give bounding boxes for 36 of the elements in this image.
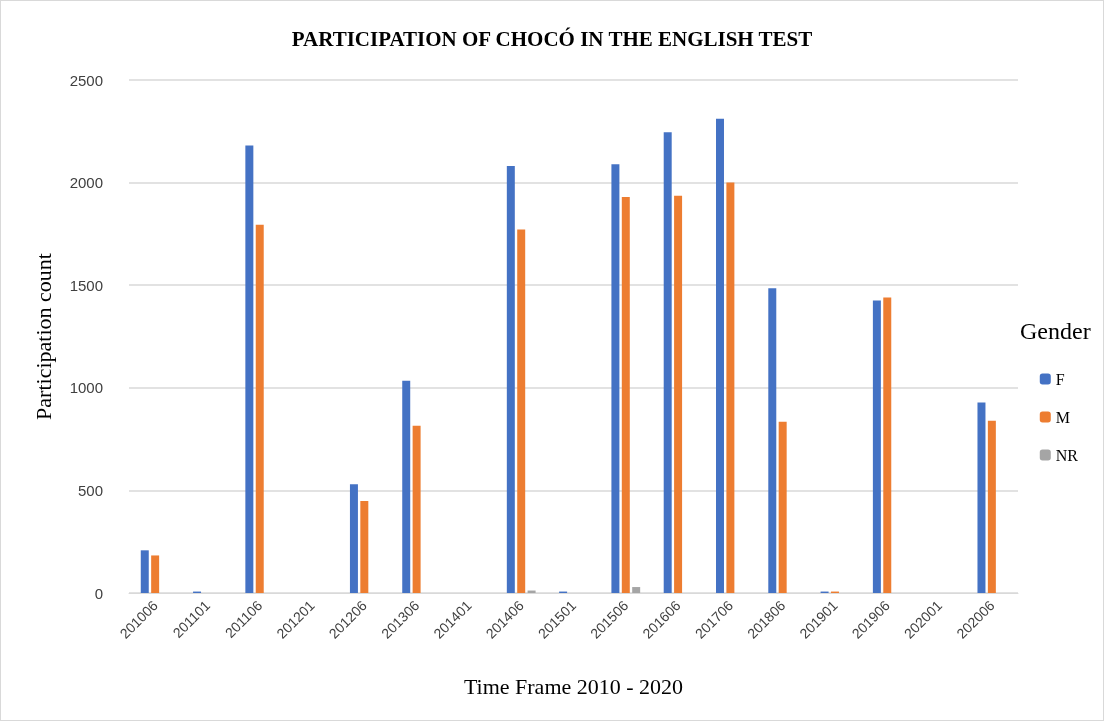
bar: [517, 229, 526, 593]
bar: [768, 288, 777, 593]
bar: [632, 587, 641, 593]
y-tick-label: 500: [77, 481, 103, 499]
y-tick-label: 1000: [69, 379, 103, 397]
y-tick-label: 2500: [69, 71, 103, 89]
y-axis-title: Participation count: [30, 253, 56, 420]
bar: [151, 555, 160, 593]
bar: [883, 297, 892, 593]
bar: [611, 164, 620, 593]
legend-label: M: [1055, 408, 1071, 426]
bar: [360, 501, 369, 593]
bar: [987, 420, 996, 593]
legend-label: NR: [1055, 446, 1079, 464]
bar: [412, 425, 421, 593]
x-axis-title: Time Frame 2010 - 2020: [463, 673, 684, 699]
bar: [245, 145, 254, 593]
bar: [402, 380, 411, 593]
bar: [872, 300, 881, 593]
legend-label: F: [1055, 370, 1065, 388]
legend-title: Gender: [1020, 318, 1091, 345]
bar: [726, 182, 735, 593]
bar: [778, 421, 787, 593]
bar: [349, 484, 358, 593]
bar: [506, 165, 515, 593]
bar: [674, 195, 683, 593]
bar: [977, 402, 986, 593]
y-tick-label: 2000: [69, 174, 103, 192]
bar: [716, 118, 724, 593]
chart-title: PARTICIPATION OF CHOCÓ IN THE ENGLISH TEST: [291, 26, 813, 51]
bar: [663, 132, 672, 593]
y-tick-label: 1500: [69, 276, 103, 294]
bar: [140, 550, 149, 593]
bar: [621, 196, 630, 593]
bar: [255, 224, 264, 593]
y-tick-label: 0: [94, 584, 103, 602]
